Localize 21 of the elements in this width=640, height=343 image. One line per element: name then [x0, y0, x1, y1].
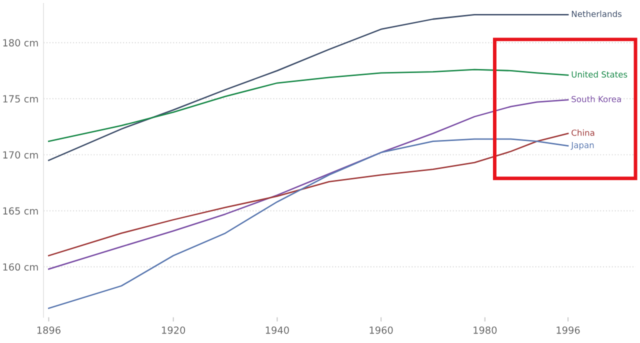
x-tick-label: 1896 [37, 326, 60, 334]
series-label: South Korea [572, 96, 621, 102]
y-tick-label: 165 cm [3, 207, 38, 215]
x-tick-label: 1960 [370, 326, 393, 334]
x-tick-label: 1996 [556, 326, 580, 334]
y-tick-label: 180 cm [3, 39, 38, 46]
series-label: Japan [570, 142, 594, 150]
series-label: United States [572, 71, 628, 78]
series-label: China [572, 129, 594, 136]
line-series [48, 68, 569, 142]
line-series [48, 99, 569, 270]
y-tick-label: 175 cm [3, 95, 38, 103]
x-tick-label: 1980 [474, 326, 497, 334]
y-tick-label: 160 cm [3, 263, 38, 271]
line-series [48, 132, 569, 256]
x-tick-label: 1940 [266, 326, 289, 334]
y-tick-label: 170 cm [3, 151, 38, 159]
line-series [48, 14, 569, 162]
series-label: Netherlands [572, 10, 622, 18]
x-tick-label: 1920 [162, 326, 186, 334]
line-series [48, 138, 569, 310]
